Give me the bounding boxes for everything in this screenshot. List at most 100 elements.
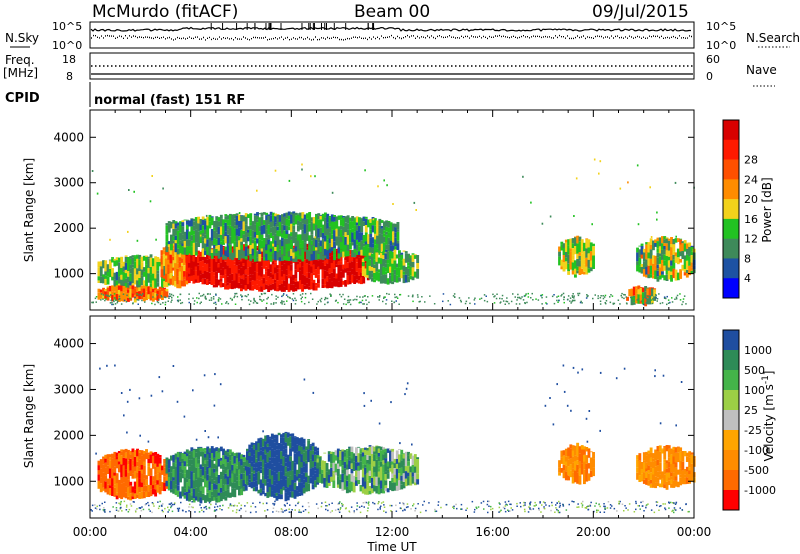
heatmap-cell	[398, 454, 401, 463]
heatmap-cell	[292, 229, 296, 238]
heatmap-cell	[280, 259, 284, 266]
heatmap-cell	[280, 283, 284, 292]
heatmap-cell	[238, 509, 241, 512]
heatmap-cell	[645, 471, 649, 478]
heatmap-cell	[663, 474, 667, 485]
heatmap-cell	[183, 271, 186, 277]
heatmap-cell	[92, 301, 94, 304]
heatmap-cell	[133, 493, 137, 499]
heatmap-cell	[253, 252, 257, 262]
heatmap-cell	[238, 240, 241, 250]
heatmap-cell	[179, 461, 182, 467]
heatmap-cell	[560, 244, 564, 251]
heatmap-cell	[564, 456, 568, 462]
heatmap-cell	[642, 472, 646, 480]
heatmap-cell	[539, 502, 541, 504]
heatmap-cell	[180, 258, 184, 263]
colorbar-swatch	[723, 330, 739, 351]
heatmap-cell	[249, 281, 252, 291]
heatmap-cell	[624, 294, 626, 296]
heatmap-cell	[371, 217, 375, 220]
heatmap-cell	[370, 273, 374, 278]
heatmap-cell	[268, 479, 272, 487]
heatmap-cell	[384, 448, 388, 453]
heatmap-cell	[391, 461, 395, 465]
heatmap-cell	[265, 250, 269, 254]
heatmap-cell	[647, 473, 651, 481]
heatmap-cell	[222, 469, 225, 476]
heatmap-cell	[201, 240, 205, 249]
heatmap-cell	[650, 236, 653, 238]
heatmap-cell	[351, 261, 354, 269]
heatmap-cell	[567, 295, 570, 297]
heatmap-cell	[176, 466, 180, 471]
heatmap-cell	[246, 260, 250, 268]
heatmap-cell	[231, 217, 235, 227]
heatmap-cell	[219, 244, 223, 252]
heatmap-cell	[147, 256, 151, 259]
heatmap-cell	[305, 224, 309, 228]
heatmap-cell	[341, 470, 345, 474]
heatmap-cell	[213, 497, 216, 501]
heatmap-cell	[131, 264, 135, 268]
heatmap-cell	[357, 453, 361, 459]
heatmap-cell	[145, 491, 148, 497]
heatmap-cell	[111, 291, 114, 295]
heatmap-cell	[522, 175, 524, 178]
heatmap-cell	[120, 291, 124, 302]
heatmap-cell	[160, 269, 164, 278]
heatmap-cell	[308, 251, 312, 261]
heatmap-cell	[398, 277, 401, 282]
heatmap-cell	[253, 264, 257, 272]
heatmap-cell	[210, 277, 214, 285]
heatmap-cell	[253, 237, 257, 241]
heatmap-cell	[164, 301, 167, 304]
heatmap-cell	[129, 281, 133, 289]
heatmap-cell	[378, 218, 382, 226]
heatmap-cell	[167, 252, 171, 260]
heatmap-cell	[333, 241, 336, 249]
heatmap-cell	[283, 286, 286, 292]
heatmap-cell	[197, 250, 200, 255]
heatmap-cell	[370, 453, 374, 459]
heatmap-cell	[188, 220, 191, 227]
heatmap-cell	[176, 485, 180, 491]
heatmap-cell	[373, 466, 376, 473]
heatmap-cell	[287, 243, 291, 252]
heatmap-cell	[185, 220, 189, 225]
heatmap-cell	[299, 243, 302, 249]
heatmap-cell	[266, 435, 270, 436]
heatmap-cell	[280, 488, 283, 495]
heatmap-cell	[190, 218, 194, 220]
heatmap-cell	[638, 245, 642, 247]
heatmap-cell	[122, 261, 126, 267]
heatmap-cell	[219, 254, 223, 263]
heatmap-cell	[658, 505, 661, 508]
heatmap-cell	[238, 220, 241, 228]
heatmap-cell	[171, 248, 175, 257]
heatmap-cell	[255, 279, 259, 285]
heatmap-cell	[395, 510, 398, 512]
heatmap-cell	[270, 490, 274, 497]
heatmap-cell	[319, 240, 323, 247]
heatmap-cell	[219, 383, 222, 386]
heatmap-cell	[234, 295, 236, 297]
heatmap-cell	[183, 488, 187, 493]
heatmap-cell	[674, 476, 678, 481]
heatmap-cell	[240, 284, 243, 288]
heatmap-cell	[124, 452, 128, 459]
heatmap-cell	[240, 215, 244, 221]
heatmap-cell	[522, 299, 525, 301]
heatmap-cell	[130, 505, 133, 507]
heatmap-cell	[165, 249, 169, 253]
heatmap-cell	[274, 251, 278, 261]
heatmap-cell	[384, 474, 388, 481]
heatmap-cell	[311, 442, 315, 447]
heatmap-cell	[181, 234, 185, 240]
heatmap-cell	[252, 449, 256, 455]
heatmap-cell	[363, 404, 366, 407]
heatmap-cell	[379, 480, 383, 489]
heatmap-cell	[267, 296, 269, 299]
heatmap-cell	[490, 508, 492, 511]
heatmap-cell	[665, 250, 669, 256]
